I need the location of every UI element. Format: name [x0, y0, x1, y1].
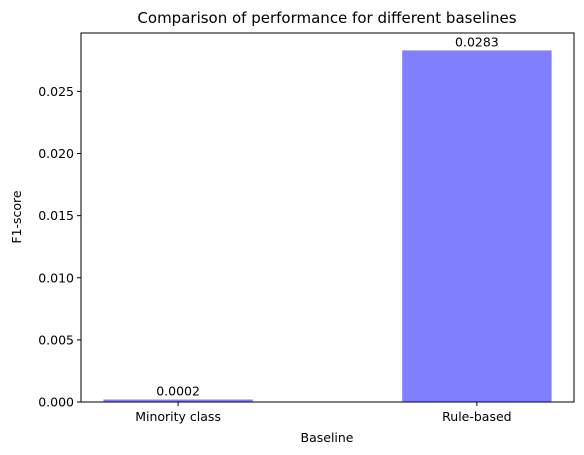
plot-area: 0.0002 Minority class 0.0283 Rule-based 0.00…: [38, 32, 575, 424]
x-tick-label-0: Minority class: [135, 409, 221, 424]
y-axis-label: F1-score: [9, 190, 24, 244]
bar-1: [402, 50, 552, 402]
bar-0: [103, 399, 253, 402]
y-tick-label-1: 0.005: [38, 332, 74, 347]
y-tick-label-3: 0.015: [38, 208, 74, 223]
data-label-0: 0.0002: [156, 384, 200, 399]
x-axis-label: Baseline: [301, 430, 354, 445]
y-tick-label-0: 0.000: [38, 395, 74, 410]
y-tick-label-4: 0.020: [38, 146, 74, 161]
axes-frame: [80, 32, 575, 403]
x-tick-label-1: Rule-based: [442, 409, 511, 424]
chart-title: Comparison of performance for different …: [137, 9, 516, 27]
data-label-1: 0.0283: [455, 34, 499, 49]
y-tick-label-2: 0.010: [38, 270, 74, 285]
y-tick-label-5: 0.025: [38, 84, 74, 99]
